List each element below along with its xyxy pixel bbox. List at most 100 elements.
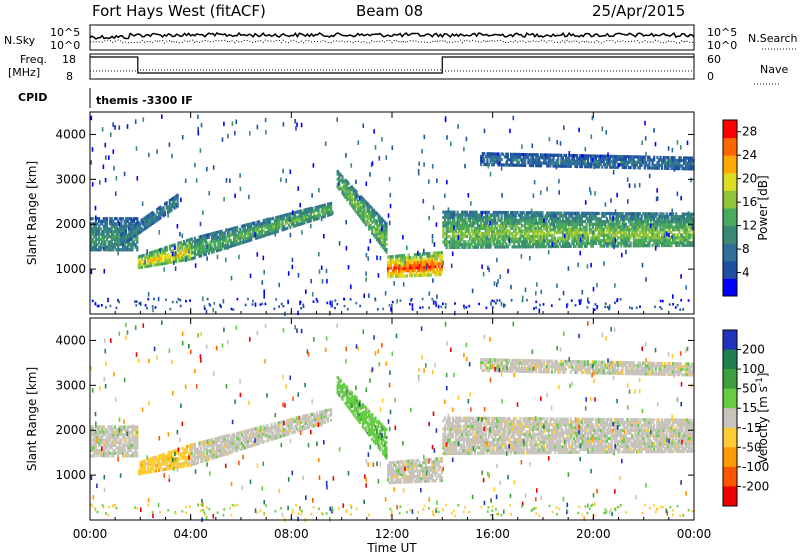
range-gate-cell: [214, 241, 217, 245]
scatter-point: [114, 191, 117, 196]
range-gate-cell: [90, 448, 93, 453]
range-gate-cell: [151, 219, 154, 223]
range-gate-cell: [133, 428, 136, 432]
scatter-point: [399, 299, 402, 302]
scatter-point: [616, 298, 619, 301]
range-gate-cell: [267, 220, 270, 224]
range-gate-cell: [527, 161, 530, 165]
range-gate-cell: [102, 230, 105, 234]
range-gate-cell: [171, 202, 174, 206]
range-gate-cell: [503, 221, 506, 225]
range-gate-cell: [120, 232, 123, 237]
range-gate-cell: [604, 233, 607, 237]
range-gate-cell: [517, 240, 520, 244]
range-gate-cell: [638, 222, 642, 226]
range-gate-cell: [563, 164, 566, 168]
scatter-point: [444, 303, 447, 306]
scatter-point: [275, 298, 278, 301]
range-gate-cell: [439, 251, 442, 255]
range-gate-cell: [135, 222, 138, 226]
range-gate-cell: [670, 158, 673, 162]
range-gate-cell: [131, 236, 134, 240]
range-gate-cell: [511, 216, 514, 220]
range-gate-cell: [99, 237, 102, 241]
range-gate-cell: [555, 239, 558, 243]
range-gate-cell: [525, 153, 528, 157]
range-gate-cell: [292, 219, 295, 223]
range-gate-cell: [690, 215, 694, 219]
range-gate-cell: [423, 252, 426, 256]
range-gate-cell: [532, 161, 535, 165]
scatter-point: [563, 125, 565, 130]
range-gate-cell: [502, 229, 505, 233]
scatter-point: [171, 300, 174, 304]
range-gate-cell: [672, 228, 675, 232]
scatter-point: [384, 291, 387, 296]
range-gate-cell: [323, 211, 326, 216]
range-gate-cell: [237, 236, 240, 240]
range-gate-cell: [519, 213, 522, 217]
range-gate-cell: [139, 230, 142, 234]
range-gate-cell: [184, 244, 187, 248]
range-gate-cell: [690, 164, 694, 168]
range-gate-cell: [508, 163, 511, 167]
range-gate-cell: [679, 220, 682, 224]
range-gate-cell: [129, 243, 132, 247]
range-gate-cell: [612, 160, 615, 164]
range-gate-cell: [94, 425, 97, 429]
range-gate-cell: [258, 220, 261, 224]
range-gate-cell: [681, 212, 684, 216]
range-gate-cell: [502, 234, 505, 238]
range-gate-cell: [465, 243, 469, 247]
scatter-point: [212, 307, 215, 313]
range-gate-cell: [687, 159, 690, 163]
range-gate-cell: [439, 273, 442, 277]
range-gate-cell: [511, 218, 514, 223]
range-gate-cell: [566, 231, 569, 235]
range-gate-cell: [530, 153, 533, 157]
scatter-point: [491, 299, 494, 302]
range-gate-cell: [638, 238, 642, 242]
range-gate-cell: [538, 219, 541, 223]
range-gate-cell: [593, 162, 596, 166]
scatter-point: [437, 305, 440, 309]
range-gate-cell: [128, 232, 131, 236]
range-gate-cell: [115, 441, 118, 445]
range-gate-cell: [511, 240, 514, 244]
range-gate-cell: [565, 242, 568, 246]
range-gate-cell: [437, 251, 440, 255]
range-gate-cell: [107, 230, 110, 234]
scatter-point: [509, 128, 511, 134]
range-gate-cell: [568, 219, 571, 224]
range-gate-cell: [676, 236, 679, 240]
scatter-point: [645, 151, 647, 157]
scatter-point: [388, 176, 391, 182]
range-gate-cell: [638, 230, 642, 234]
range-gate-cell: [168, 209, 171, 213]
range-gate-cell: [258, 227, 261, 232]
scatter-point: [687, 211, 690, 216]
range-gate-cell: [510, 216, 513, 220]
range-gate-cell: [387, 255, 390, 259]
range-gate-cell: [131, 240, 134, 244]
range-gate-cell: [629, 241, 632, 245]
range-gate-cell: [679, 241, 682, 245]
scatter-point: [559, 141, 562, 146]
range-gate-cell: [284, 221, 287, 225]
range-gate-cell: [591, 214, 594, 218]
range-gate-cell: [560, 159, 563, 163]
range-gate-cell: [96, 230, 99, 234]
range-gate-cell: [536, 237, 539, 241]
range-gate-cell: [309, 219, 312, 223]
range-gate-cell: [530, 213, 533, 217]
range-gate-cell: [207, 243, 211, 247]
range-gate-cell: [142, 459, 145, 464]
range-gate-cell: [424, 262, 428, 267]
range-gate-cell: [405, 261, 409, 265]
scatter-point: [334, 306, 336, 310]
range-gate-cell: [503, 229, 506, 233]
range-gate-cell: [450, 229, 453, 233]
range-gate-cell: [651, 225, 654, 229]
range-gate-cell: [664, 161, 667, 165]
range-gate-cell: [653, 238, 656, 242]
